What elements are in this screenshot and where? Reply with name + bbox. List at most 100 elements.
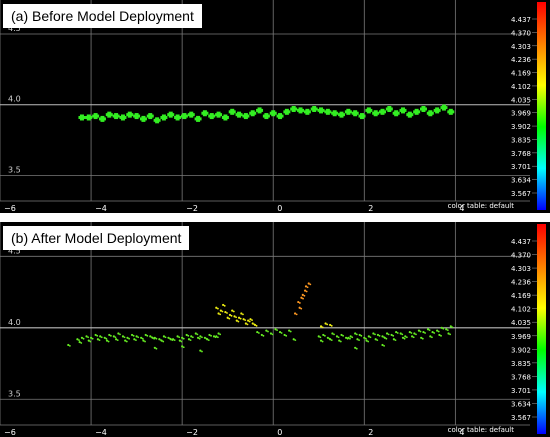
data-point: [208, 333, 211, 337]
colorbar-label: 3.567: [511, 414, 531, 422]
data-point: [276, 329, 278, 332]
data-point: [426, 111, 434, 115]
data-point: [198, 337, 201, 340]
data-point: [367, 335, 370, 338]
data-point: [267, 330, 269, 333]
data-point: [379, 110, 386, 114]
data-point: [271, 333, 274, 336]
data-point: [210, 334, 212, 337]
x-tick-label: −6: [4, 428, 16, 437]
data-point: [276, 114, 284, 118]
data-point: [96, 338, 100, 341]
y-tick-label: 3.5: [8, 389, 21, 398]
data-point: [349, 335, 352, 338]
colorbar-label: 3.634: [511, 177, 532, 185]
data-point: [207, 339, 210, 342]
data-point: [330, 339, 333, 342]
data-point: [378, 334, 381, 337]
data-point: [247, 319, 250, 322]
data-point: [228, 313, 232, 317]
data-point: [280, 332, 283, 334]
data-point: [410, 332, 413, 334]
data-point: [67, 343, 70, 347]
colorbar-label: 3.701: [511, 387, 531, 395]
data-point: [153, 118, 161, 122]
colorbar-label: 4.303: [511, 265, 531, 273]
data-point: [96, 334, 99, 337]
data-point: [307, 282, 310, 285]
data-point: [219, 313, 222, 316]
data-point: [351, 336, 354, 339]
data-point: [387, 333, 390, 336]
data-point: [169, 338, 172, 341]
data-point: [424, 332, 426, 334]
data-point: [182, 346, 185, 349]
data-point: [292, 338, 295, 341]
chart-b-title: (b) After Model Deployment: [3, 226, 190, 250]
data-point: [358, 333, 361, 337]
colorbar-label: 3.969: [511, 333, 531, 341]
data-point: [354, 346, 357, 349]
data-point: [224, 310, 227, 314]
data-point: [132, 334, 135, 337]
data-point: [309, 283, 312, 286]
data-point: [126, 336, 129, 339]
data-point: [80, 336, 84, 339]
data-point: [155, 337, 158, 340]
data-point: [300, 296, 303, 299]
data-point: [426, 328, 430, 331]
data-point: [212, 335, 216, 338]
data-point: [440, 334, 442, 337]
data-point: [269, 332, 273, 335]
data-point: [303, 289, 307, 292]
data-point: [141, 337, 144, 340]
data-point: [226, 312, 228, 314]
data-point: [405, 336, 408, 339]
data-point: [105, 113, 113, 117]
data-point: [355, 333, 358, 336]
data-point: [283, 333, 286, 337]
data-point: [230, 314, 233, 317]
data-point: [153, 346, 156, 349]
data-point: [135, 339, 137, 342]
data-point: [383, 336, 386, 339]
data-point: [92, 114, 100, 118]
data-point: [78, 339, 80, 342]
data-point: [109, 334, 112, 337]
data-point: [433, 108, 441, 112]
x-tick-label: 4: [459, 204, 464, 213]
data-point: [135, 335, 138, 338]
data-point: [404, 335, 407, 338]
data-point: [235, 316, 238, 319]
data-point: [433, 332, 436, 334]
data-point: [162, 340, 165, 343]
data-point: [340, 333, 343, 337]
data-point: [180, 340, 183, 343]
x-tick-label: 0: [277, 204, 282, 213]
data-point: [69, 344, 71, 347]
data-point: [116, 339, 119, 342]
data-point: [374, 333, 376, 336]
data-point: [173, 339, 176, 342]
data-point: [403, 337, 406, 340]
data-point: [329, 338, 332, 341]
data-point: [429, 335, 432, 338]
data-point: [82, 337, 85, 340]
data-point: [248, 320, 251, 323]
data-point: [125, 340, 128, 343]
data-point: [201, 111, 209, 115]
data-point: [221, 310, 224, 313]
data-point: [347, 336, 350, 339]
data-point: [354, 332, 357, 335]
data-point: [100, 336, 103, 339]
data-point: [449, 333, 452, 336]
data-point: [331, 111, 339, 115]
data-point: [178, 336, 181, 339]
data-point: [196, 333, 199, 336]
data-point: [365, 339, 368, 342]
data-point: [372, 332, 375, 335]
data-point: [216, 307, 219, 310]
data-point: [160, 115, 168, 119]
colorbar-label: 3.835: [511, 360, 531, 368]
data-point: [317, 335, 320, 338]
